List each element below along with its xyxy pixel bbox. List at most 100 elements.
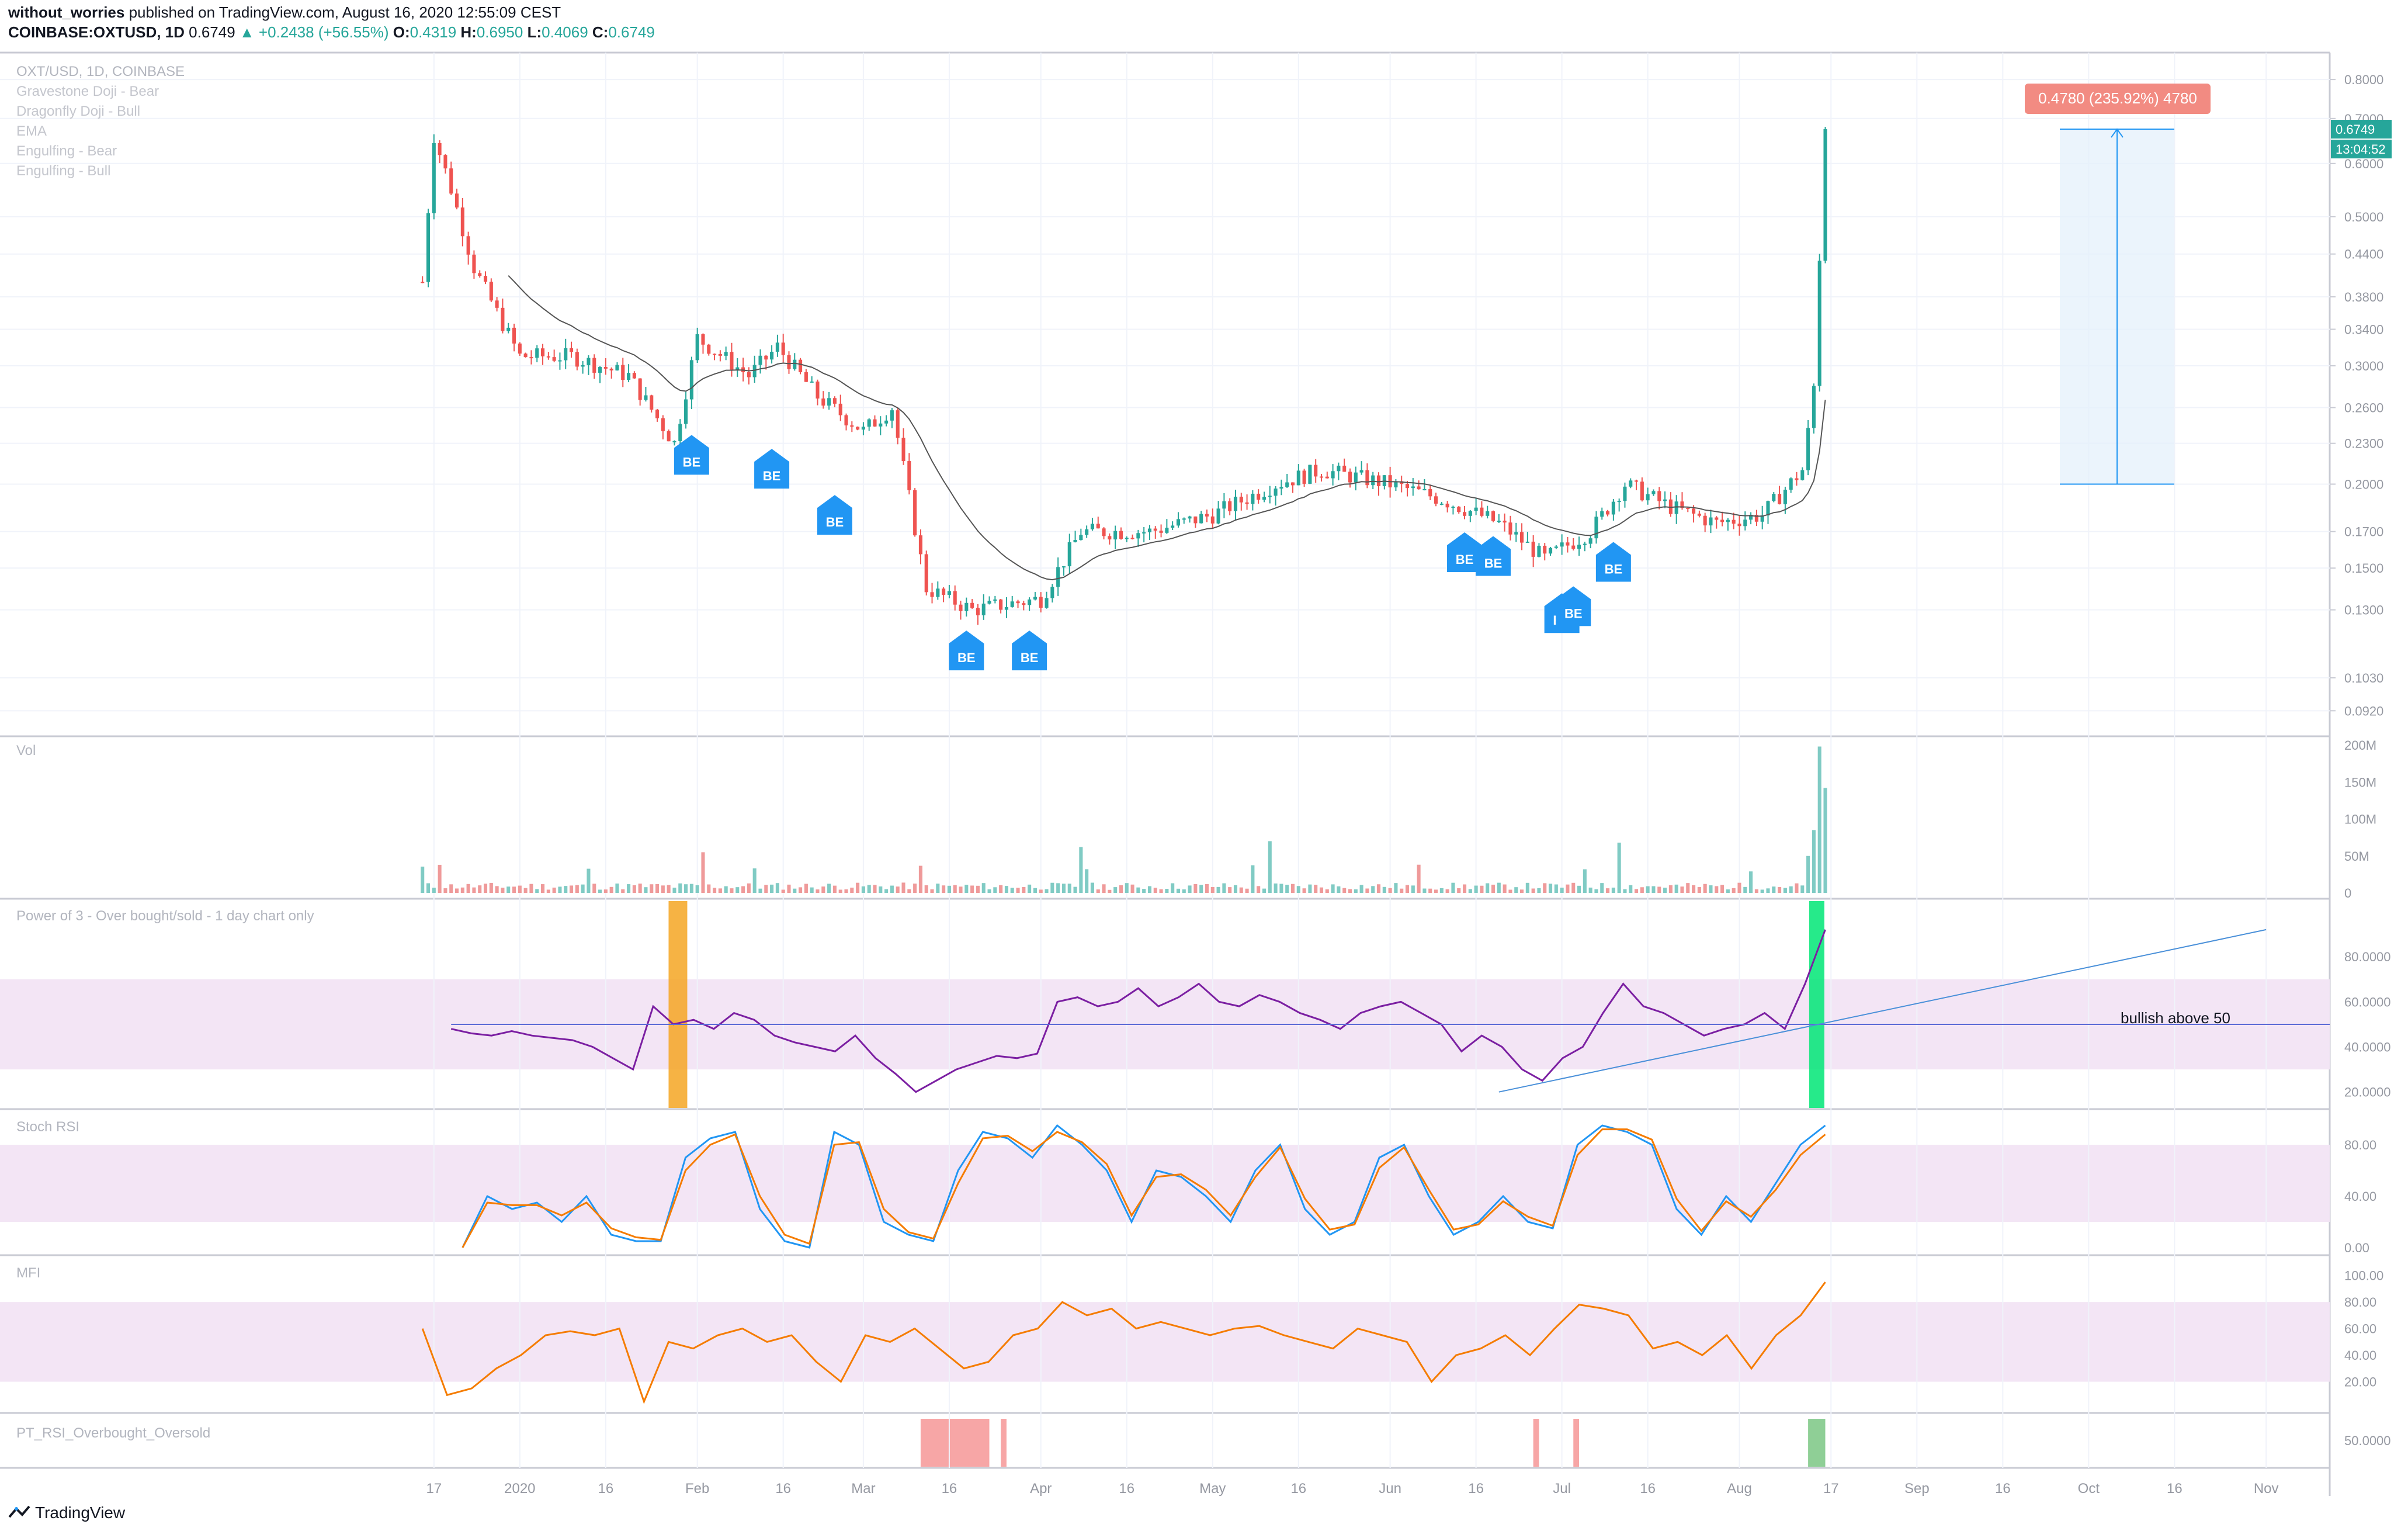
volume-bar xyxy=(1795,883,1799,893)
x-tick-label: 16 xyxy=(942,1481,957,1497)
volume-bar xyxy=(466,884,470,893)
volume-bar xyxy=(1668,885,1673,893)
be-marker xyxy=(817,495,852,535)
volume-bar xyxy=(627,884,631,893)
candle-body xyxy=(713,354,717,355)
author-name[interactable]: without_worries xyxy=(8,4,125,21)
candle-body xyxy=(1417,486,1421,490)
candle-body xyxy=(1663,499,1667,501)
volume-bar xyxy=(1720,885,1725,893)
volume-bar xyxy=(804,884,808,893)
candle-body xyxy=(638,378,642,400)
osc-tick-label: 50.0000 xyxy=(2344,1433,2391,1448)
candle-body xyxy=(1754,514,1758,522)
x-tick-label: Sep xyxy=(1904,1481,1930,1497)
volume-bar xyxy=(1004,886,1008,893)
candle-body xyxy=(896,410,900,438)
candle-body xyxy=(421,282,425,283)
volume-bar xyxy=(460,887,464,893)
volume-bar xyxy=(1176,888,1181,893)
candle-body xyxy=(752,365,757,377)
volume-bar xyxy=(1096,889,1100,893)
volume-bar xyxy=(1285,885,1289,893)
legend-item[interactable]: OXT/USD, 1D, COINBASE xyxy=(16,64,185,79)
candle-body xyxy=(867,419,871,427)
volume-bar xyxy=(478,885,482,893)
volume-bar xyxy=(598,889,602,893)
volume-bar xyxy=(1806,855,1810,893)
volume-bar xyxy=(1594,889,1598,893)
volume-bar xyxy=(1635,889,1639,893)
volume-bar xyxy=(495,886,499,893)
volume-bar xyxy=(1085,869,1089,893)
candle-body xyxy=(1772,494,1776,501)
volume-bar xyxy=(713,888,717,893)
x-tick-label: Jul xyxy=(1553,1481,1571,1497)
candle-body xyxy=(1457,507,1461,512)
candle-body xyxy=(1795,478,1799,480)
candle-body xyxy=(1629,480,1633,487)
candle-body xyxy=(558,360,562,362)
candle-body xyxy=(1434,496,1438,504)
candle-body xyxy=(1279,487,1283,489)
open-value: 0.4319 xyxy=(410,23,457,41)
volume-bar xyxy=(587,868,591,893)
volume-bar xyxy=(1130,884,1134,893)
candle-body xyxy=(1290,482,1295,486)
legend-item[interactable]: Engulfing - Bull xyxy=(16,163,111,179)
volume-bar xyxy=(735,887,740,893)
candle-body xyxy=(1617,501,1621,503)
volume-bar xyxy=(1199,885,1203,893)
candle-body xyxy=(472,254,476,273)
candle-body xyxy=(942,588,946,595)
x-tick-label: Aug xyxy=(1727,1481,1752,1497)
candle-body xyxy=(1789,478,1793,490)
candle-body xyxy=(747,372,751,377)
be-marker xyxy=(1012,631,1047,671)
volume-bar xyxy=(552,887,556,893)
candle-body xyxy=(907,461,911,490)
tradingview-brand[interactable]: TradingView xyxy=(35,1504,126,1522)
candle-body xyxy=(627,373,631,380)
volume-bar xyxy=(1371,886,1375,893)
candle-body xyxy=(1274,489,1278,496)
legend-item[interactable]: Dragonfly Doji - Bull xyxy=(16,103,141,119)
volume-bar xyxy=(489,882,493,893)
candle-body xyxy=(1302,470,1306,484)
legend-item[interactable]: EMA xyxy=(16,123,47,139)
volume-bar xyxy=(1674,884,1678,893)
volume-bar xyxy=(821,886,825,893)
volume-bar xyxy=(1525,882,1529,893)
volume-bar xyxy=(838,889,842,893)
volume-bar xyxy=(1663,888,1667,893)
chart-canvas[interactable]: BEBEBEBEBEBEBEBEBEBE0.4780 (235.92%) 478… xyxy=(0,47,2408,1531)
candle-body xyxy=(1039,597,1043,608)
candle-body xyxy=(947,591,951,595)
oscillator-band xyxy=(0,1302,2330,1382)
legend-item[interactable]: Engulfing - Bear xyxy=(16,143,117,159)
legend-item[interactable]: Gravestone Doji - Bear xyxy=(16,84,159,99)
osc-tick-label: 100.00 xyxy=(2344,1269,2383,1283)
symbol-label[interactable]: COINBASE:OXTUSD, 1D xyxy=(8,23,185,41)
main-legend: OXT/USD, 1D, COINBASE Gravestone Doji - B… xyxy=(16,62,185,181)
candle-body xyxy=(1646,494,1650,501)
volume-bar xyxy=(1193,884,1198,893)
candle-body xyxy=(587,358,591,365)
volume-bar xyxy=(816,889,820,893)
volume-bar xyxy=(546,889,550,893)
candle-body xyxy=(518,343,522,354)
signal-bar xyxy=(1808,1419,1826,1467)
volume-bar xyxy=(472,887,476,893)
candle-body xyxy=(689,360,693,400)
candle-body xyxy=(1199,514,1203,524)
volume-bar xyxy=(1188,885,1192,893)
price-tick-label: 0.3800 xyxy=(2344,290,2383,304)
volume-bar xyxy=(541,884,545,893)
volume-bar xyxy=(1016,888,1020,893)
volume-bar xyxy=(1571,882,1576,893)
candle-body xyxy=(1188,516,1192,519)
candle-body xyxy=(570,348,574,352)
volume-bar xyxy=(506,886,511,893)
volume-bar xyxy=(781,889,785,893)
volume-bar xyxy=(1766,888,1770,893)
